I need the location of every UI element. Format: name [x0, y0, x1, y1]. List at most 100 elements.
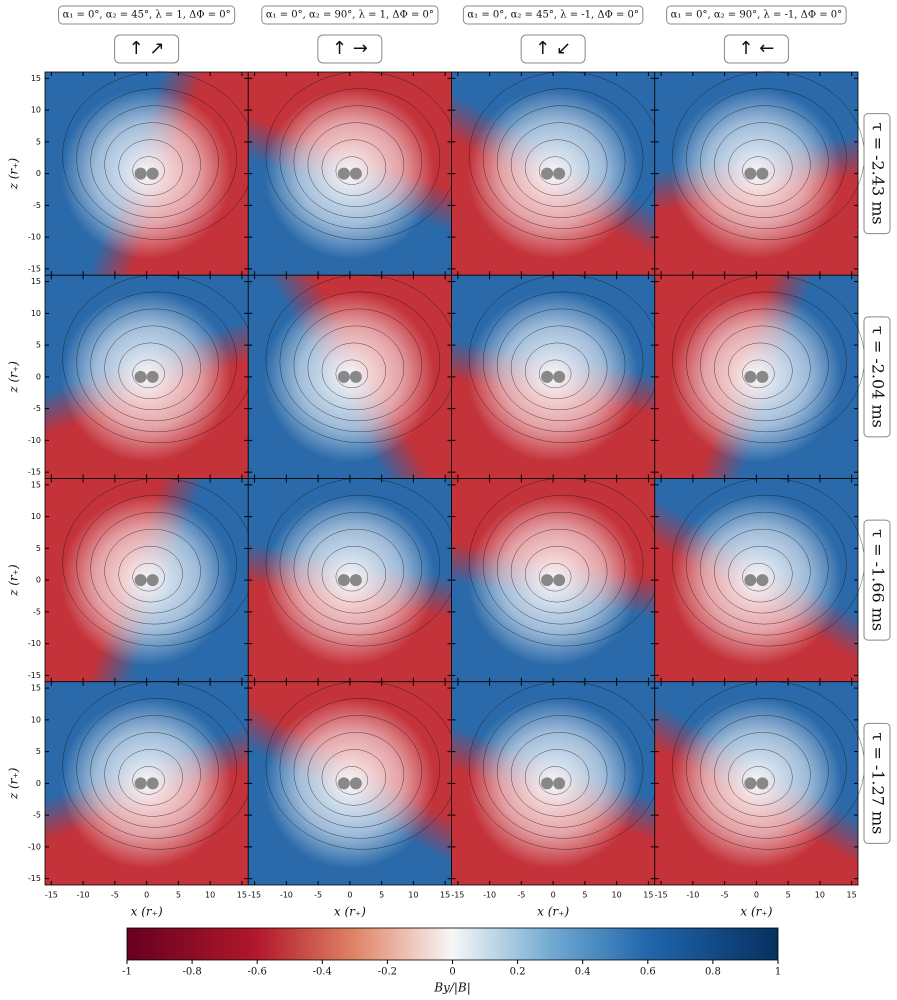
streamline	[700, 511, 829, 625]
x-tick-label: 10	[205, 891, 215, 900]
streamline	[335, 359, 369, 389]
streamline	[90, 308, 219, 422]
colorbar-tick-label: -1	[122, 967, 132, 978]
star	[134, 167, 147, 180]
colorbar-tick-label: -0.8	[182, 967, 201, 978]
x-tick-label: 10	[612, 891, 622, 900]
streamline	[335, 156, 369, 185]
streamline	[714, 122, 811, 207]
streamline	[118, 749, 183, 806]
y-tick-label: 5	[36, 747, 41, 756]
streamline	[307, 732, 405, 817]
row-box	[863, 113, 891, 235]
y-tick-label: 5	[36, 544, 41, 553]
x-tick-label: -15	[248, 891, 261, 900]
streamline	[700, 308, 829, 422]
streamline	[293, 715, 423, 828]
star	[146, 777, 159, 790]
arrow-icons: ↑ ↗	[129, 38, 165, 59]
star	[337, 167, 350, 180]
streamline	[700, 105, 829, 218]
streamline	[714, 528, 811, 614]
star	[349, 167, 362, 180]
streamline	[76, 494, 237, 636]
title-box	[462, 5, 644, 25]
title-box	[58, 5, 236, 25]
streamline	[742, 766, 775, 795]
streamline	[510, 528, 608, 614]
streamline	[321, 139, 387, 196]
y-tick-label: 0	[36, 169, 41, 178]
streamline	[279, 291, 441, 433]
star	[541, 167, 554, 180]
streamline	[335, 766, 369, 795]
colorbar	[126, 927, 779, 961]
streamline	[279, 494, 441, 636]
row-box	[863, 519, 891, 641]
x-tick-label: -15	[45, 891, 58, 900]
star	[744, 167, 757, 180]
streamline	[482, 88, 644, 229]
x-tick-label: -15	[655, 891, 668, 900]
y-tick-label: -15	[28, 468, 41, 477]
streamline	[482, 698, 644, 839]
x-tick-label: 0	[754, 891, 759, 900]
streamline	[524, 342, 590, 400]
row-label: τ = -2.04 ms	[869, 326, 888, 428]
y-tick-label: -10	[28, 233, 41, 242]
streamline	[496, 105, 626, 218]
x-tick-label: 10	[408, 891, 418, 900]
star	[134, 574, 147, 587]
y-axis-label: z (r₊)	[7, 564, 21, 597]
colorbar-tick-label: -0.4	[313, 967, 332, 978]
streamline	[742, 156, 775, 185]
star	[146, 167, 159, 180]
star	[541, 574, 554, 587]
y-tick-label: -15	[28, 264, 41, 273]
streamline	[524, 749, 590, 806]
streamline	[293, 105, 423, 218]
x-axis-label: x (r₊)	[740, 905, 772, 919]
y-axis-label: z (r₊)	[7, 361, 21, 394]
streamline	[742, 562, 775, 592]
y-tick-label: -5	[33, 811, 41, 820]
colorbar-tick-label: 0.8	[705, 967, 721, 978]
x-tick-label: 15	[237, 891, 247, 900]
streamline	[76, 698, 237, 839]
y-tick-label: -5	[33, 404, 41, 413]
streamline	[686, 698, 847, 839]
y-axis-label: z (r₊)	[7, 767, 21, 800]
streamline	[118, 139, 183, 196]
streamline	[293, 308, 423, 422]
streamline	[321, 749, 387, 806]
x-axis-label: x (r₊)	[537, 905, 569, 919]
x-tick-label: 5	[582, 891, 587, 900]
streamline	[510, 122, 608, 207]
streamline	[686, 88, 847, 229]
streamline	[118, 545, 183, 603]
row-label: τ = -1.66 ms	[869, 529, 888, 631]
title-box	[261, 5, 439, 25]
x-tick-label: -10	[686, 891, 699, 900]
y-tick-label: 0	[36, 779, 41, 788]
streamline	[90, 105, 219, 218]
streamline	[279, 88, 441, 229]
y-tick-label: -10	[28, 436, 41, 445]
y-tick-label: -15	[28, 671, 41, 680]
streamline	[496, 308, 626, 422]
star	[337, 574, 350, 587]
y-tick-label: -5	[33, 201, 41, 210]
streamline	[279, 698, 441, 839]
row-box	[863, 722, 891, 844]
colorbar-tick-label: 1	[775, 967, 781, 978]
streamline	[76, 88, 237, 229]
star	[744, 370, 757, 383]
star	[553, 777, 566, 790]
arrow-box	[114, 34, 180, 64]
x-tick-label: -5	[517, 891, 525, 900]
arrow-icons: ↑ ←	[738, 38, 774, 59]
arrow-box	[723, 34, 789, 64]
x-axis-label: x (r₊)	[334, 905, 366, 919]
streamline	[538, 156, 572, 185]
streamline	[482, 494, 644, 636]
